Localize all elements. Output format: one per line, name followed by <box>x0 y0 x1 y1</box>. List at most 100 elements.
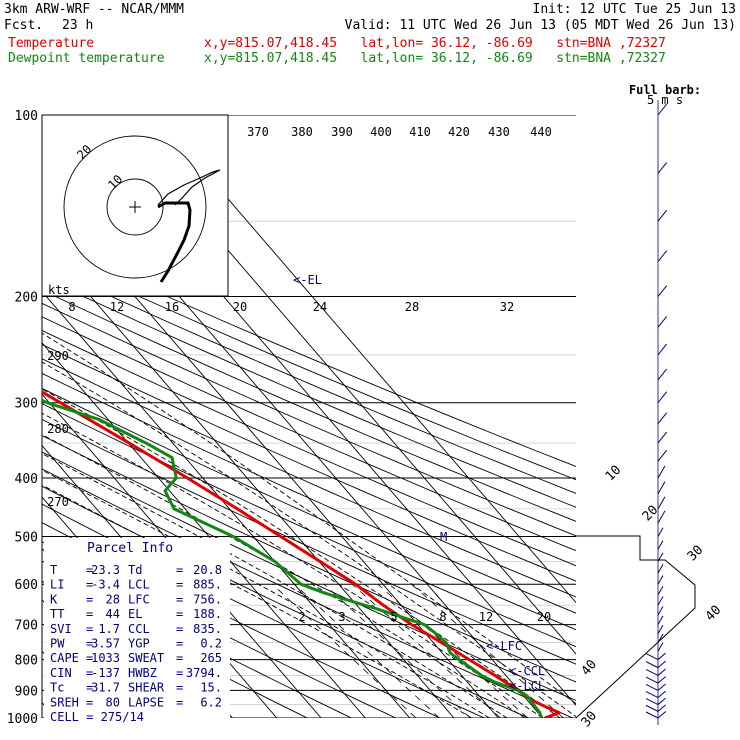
parcel-info-equals: = <box>86 563 93 577</box>
parcel-info-equals: = <box>176 563 183 577</box>
dry-adiabat-line <box>42 316 576 552</box>
wind-reference-outline <box>575 535 696 719</box>
theta-label: 440 <box>530 125 552 139</box>
valid-time: Valid: 11 UTC Wed 26 Jun 13 (05 MDT Wed … <box>344 18 736 33</box>
hodograph-speed-label: 8 <box>68 300 75 314</box>
hodograph-trace <box>157 201 192 283</box>
wind-barb <box>657 624 664 635</box>
parcel-info-key: CIN <box>50 666 72 680</box>
wind-barb <box>657 652 666 660</box>
moist-adiabat-line <box>42 434 526 718</box>
parcel-info-value: 3794. <box>186 666 222 680</box>
wind-barb <box>657 564 664 574</box>
wind-barb <box>657 575 664 585</box>
dry-adiabat-line <box>42 434 576 683</box>
parcel-info-key: Tc <box>50 681 64 695</box>
wind-barb <box>657 683 666 691</box>
parcel-info-value: 15. <box>200 681 222 695</box>
pressure-tick-label: 400 <box>15 472 38 487</box>
wind-barb <box>657 412 668 424</box>
barb-key-units: 5 m s <box>647 93 683 107</box>
legend-dewpoint-location: x,y=815.07,418.45 lat,lon= 36.12, -86.69… <box>204 51 666 66</box>
mixing-ratio-label: 12 <box>479 610 493 624</box>
hodograph-speed-label: 12 <box>110 300 124 314</box>
pressure-tick-label: 1000 <box>7 712 38 727</box>
wind-speed-label: 40 <box>703 603 725 625</box>
parcel-info-key: SVI <box>50 622 72 636</box>
wind-barb-tail <box>645 683 659 691</box>
wind-barb <box>657 481 666 495</box>
parcel-info-equals: = <box>176 695 183 709</box>
theta-label: 420 <box>448 125 470 139</box>
parcel-info-value: 6.2 <box>200 695 222 709</box>
mixing-ratio-label: 20 <box>537 610 551 624</box>
hodograph-speed-label: 16 <box>165 300 179 314</box>
parcel-info-equals: = <box>86 578 93 592</box>
parcel-info-key: SHEAR <box>128 681 165 695</box>
wind-barb <box>657 368 668 381</box>
parcel-info-value: 1033 <box>91 651 120 665</box>
mixing-ratio-line <box>352 583 501 718</box>
wind-barb <box>657 316 668 328</box>
wind-barb <box>657 668 666 676</box>
parcel-info-key: LAPSE <box>128 695 164 709</box>
theta-label: 370 <box>247 125 269 139</box>
pressure-tick-label: 900 <box>15 684 38 699</box>
parcel-info-key: K <box>50 592 58 606</box>
hodograph-ring <box>63 135 207 279</box>
level-marker-label: <-LCL <box>509 679 545 693</box>
wind-barb-tail <box>645 711 659 719</box>
parcel-info-key: SREH <box>50 695 79 709</box>
wind-barb <box>657 596 664 606</box>
hodograph-upper-trace <box>157 169 221 206</box>
model-title: 3km ARW-WRF -- NCAR/MMM <box>4 2 185 17</box>
level-marker-label: <-EL <box>293 273 322 287</box>
parcel-info-equals: = <box>176 666 183 680</box>
parcel-info-value: 885. <box>193 578 222 592</box>
barb-key-label: Full barb: <box>629 83 701 97</box>
pressure-tick-label: 100 <box>15 109 38 124</box>
wind-barb <box>657 540 664 550</box>
parcel-info-key: TT <box>50 607 64 621</box>
wind-barb <box>657 606 664 616</box>
wind-barb <box>657 676 666 684</box>
dry-adiabat-line <box>42 239 576 467</box>
parcel-info-value: -3.4 <box>91 578 120 592</box>
pressure-tick-label: 200 <box>15 291 38 306</box>
parcel-info-value: 756. <box>193 592 222 606</box>
parcel-info-key: T <box>50 563 57 577</box>
parcel-info-equals: = <box>86 651 93 665</box>
isotherm-line <box>155 115 576 604</box>
wind-barb <box>657 585 664 596</box>
dry-adiabat-line <box>42 329 576 567</box>
parcel-info-equals: = <box>86 681 93 695</box>
parcel-info-equals: = <box>86 607 93 621</box>
parcel-info-cell: CELL = 275/14 <box>50 710 144 724</box>
parcel-info-key: HWBZ <box>128 666 157 680</box>
wind-barb <box>657 642 664 652</box>
wind-speed-label: 30 <box>685 543 707 565</box>
wind-barb <box>657 465 666 479</box>
wind-barb <box>657 697 666 705</box>
moist-adiabat-line <box>42 412 543 718</box>
dry-adiabat-line <box>42 289 576 522</box>
parcel-info-value: 80 <box>106 695 120 709</box>
parcel-info-equals: = <box>176 578 183 592</box>
pressure-tick-label: 500 <box>15 530 38 545</box>
moist-adiabat-line <box>42 388 561 718</box>
moist-adiabat-line <box>42 453 508 718</box>
parcel-info-value: 835. <box>193 622 222 636</box>
mixing-ratio-line <box>294 583 440 718</box>
dry-adiabat-line <box>42 302 576 537</box>
isotherm-line <box>42 290 411 718</box>
wind-barb <box>657 449 668 462</box>
legend-dewpoint-label: Dewpoint temperature <box>8 51 165 66</box>
wind-barb <box>657 209 668 222</box>
dry-adiabat-line <box>42 418 576 665</box>
moist-adiabat-line <box>42 469 490 718</box>
dry-adiabat-line <box>42 560 352 718</box>
wind-barb <box>657 391 668 404</box>
wind-barb <box>657 527 664 537</box>
parcel-info-key: LFC <box>128 592 150 606</box>
parcel-info-key: EL <box>128 607 142 621</box>
